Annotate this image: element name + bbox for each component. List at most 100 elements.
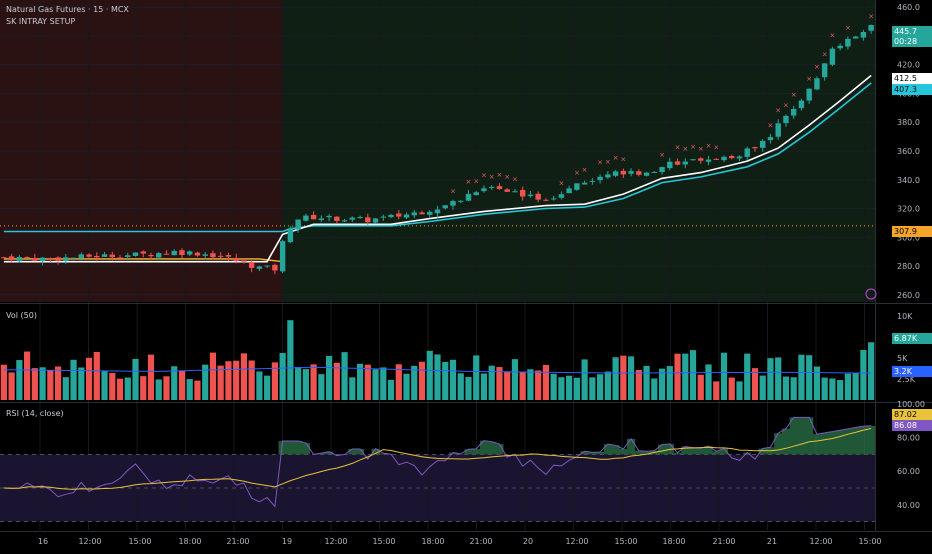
candle-body — [39, 257, 46, 262]
orange-line — [3, 258, 283, 263]
volume-legend[interactable]: Vol (50) — [6, 311, 37, 320]
volume-bar — [868, 342, 875, 400]
signal-cross-mark: × — [868, 12, 874, 20]
volume-bar — [24, 351, 31, 400]
candle-body — [396, 213, 402, 217]
indicator-name[interactable]: SK INTRAY SETUP — [6, 17, 76, 26]
volume-tick-label: 5K — [897, 354, 908, 363]
signal-cross-mark: × — [659, 151, 665, 159]
volume-bar — [519, 371, 526, 400]
candle-body — [705, 159, 712, 162]
candle-body — [241, 260, 247, 262]
volume-bar — [78, 367, 85, 400]
candle-body — [674, 161, 681, 165]
candle-body — [550, 198, 557, 200]
price-tick-label: 340.0 — [897, 176, 920, 185]
time-tick-label: 15:00 — [372, 537, 395, 546]
time-tick-label: 12:00 — [78, 537, 101, 546]
signal-cross-mark: × — [822, 51, 828, 59]
candle-body — [713, 158, 719, 160]
volume-tick-label: 2.5K — [897, 375, 916, 384]
candle-body — [303, 215, 309, 221]
volume-bar — [302, 369, 309, 400]
signal-cross-mark: × — [605, 158, 611, 166]
candle-body — [504, 189, 510, 192]
volume-bar — [449, 359, 457, 400]
volume-bar — [566, 375, 573, 400]
time-tick-label: 21:00 — [469, 537, 492, 546]
volume-bar — [372, 369, 379, 400]
time-tick-label: 15:00 — [128, 537, 151, 546]
time-tick-label: 12:00 — [809, 537, 832, 546]
candle-body — [55, 257, 61, 261]
volume-bar — [356, 363, 364, 400]
candle-body — [806, 88, 812, 101]
candle-body — [326, 215, 332, 218]
candle-body — [256, 266, 263, 269]
last-price-badge: 445.7 — [892, 26, 932, 37]
volume-bar — [728, 377, 735, 400]
candle-body — [63, 257, 69, 262]
candle-body — [8, 256, 15, 261]
volume-bar — [511, 359, 519, 400]
rsi-legend[interactable]: RSI (14, close) — [6, 409, 64, 418]
signal-cross-mark: × — [613, 154, 619, 162]
candle-body — [427, 211, 433, 215]
candle-body — [527, 194, 534, 196]
candle-body — [125, 255, 131, 258]
time-tick-label: 19 — [282, 537, 292, 546]
volume-bar — [248, 360, 255, 400]
volume-badge: 6.87K — [892, 333, 932, 344]
signal-cross-mark: × — [675, 144, 681, 152]
volume-bar — [473, 355, 480, 400]
candle-body — [179, 250, 185, 255]
signal-cross-mark: × — [814, 63, 820, 71]
signal-cross-mark: × — [473, 178, 479, 186]
volume-bar — [821, 377, 828, 400]
volume-bar — [782, 376, 790, 400]
signal-cross-mark: × — [806, 75, 812, 83]
volume-bar — [31, 368, 38, 400]
candle-body — [372, 218, 379, 223]
volume-bar — [775, 357, 782, 400]
candle-body — [32, 257, 38, 261]
candle-body — [388, 214, 394, 218]
volume-bar — [597, 374, 604, 400]
candle-body — [597, 176, 603, 181]
candle-body — [419, 212, 425, 215]
rsi-badge: 86.08 — [892, 420, 932, 431]
volume-bar — [54, 366, 62, 400]
candle-body — [860, 31, 867, 38]
volume-bar — [271, 362, 278, 400]
volume-bar — [620, 355, 627, 400]
volume-bar — [720, 352, 728, 400]
volume-bar — [140, 376, 147, 400]
volume-bar — [666, 366, 673, 400]
candle-body — [612, 171, 619, 176]
volume-ma-badge: 3.2K — [892, 366, 932, 377]
candle-body — [744, 148, 750, 157]
signal-cross-mark: × — [620, 155, 626, 163]
candle-body — [156, 253, 162, 258]
candle-body — [101, 254, 108, 257]
rsi-tick-label: 40.00 — [897, 501, 920, 510]
price-tick-label: 420.0 — [897, 61, 920, 70]
signal-cross-mark: × — [466, 178, 472, 186]
signal-cross-mark: × — [558, 179, 564, 187]
candle-body — [519, 189, 526, 197]
volume-bar — [674, 353, 681, 400]
signal-cross-mark: × — [713, 144, 719, 152]
volume-bar — [837, 380, 844, 400]
signal-cross-mark: × — [706, 142, 712, 150]
volume-bar — [93, 351, 100, 400]
signal-cross-mark: × — [768, 122, 774, 130]
candle-body — [187, 251, 193, 255]
volume-bar — [364, 364, 371, 400]
volume-bar — [318, 374, 325, 400]
candle-body — [752, 147, 758, 149]
volume-bar — [434, 354, 441, 400]
volume-bar — [101, 371, 108, 400]
symbol-title[interactable]: Natural Gas Futures · 15 · MCX — [6, 5, 129, 14]
